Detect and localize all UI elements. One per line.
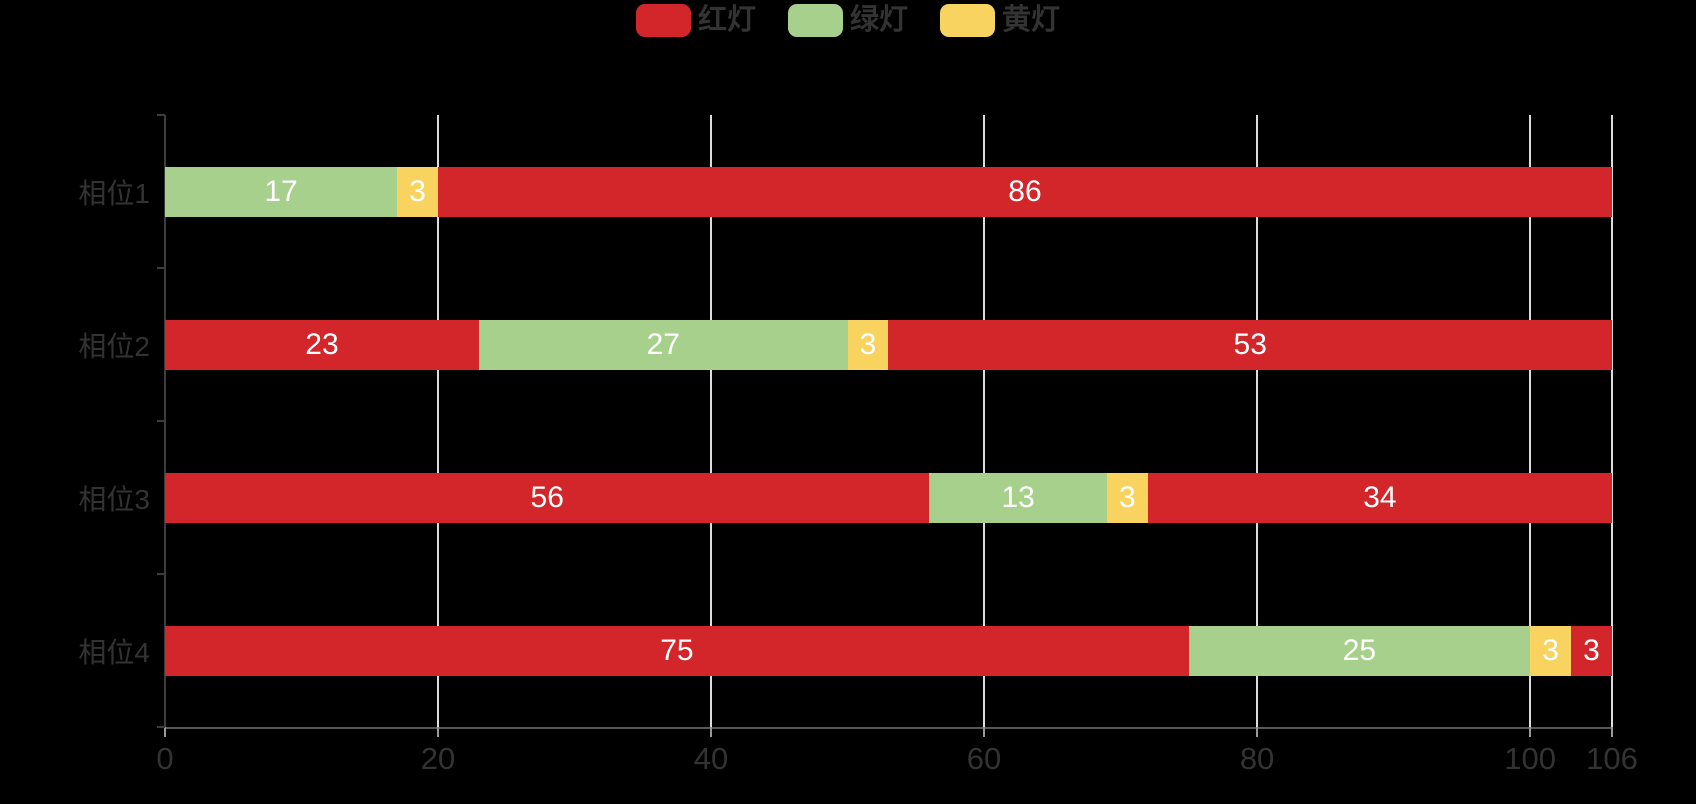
bar-value-label: 17 bbox=[264, 174, 298, 208]
x-tick-mark bbox=[164, 727, 166, 737]
bar-segment-红灯: 34 bbox=[1147, 472, 1612, 523]
bar-segment-红灯: 86 bbox=[438, 166, 1612, 217]
legend-label: 红灯 bbox=[697, 4, 756, 36]
y-tick-mark bbox=[157, 267, 165, 269]
y-axis-line bbox=[164, 115, 166, 727]
bar-value-label: 56 bbox=[530, 480, 564, 514]
bar-value-label: 13 bbox=[1001, 480, 1035, 514]
y-tick-mark bbox=[157, 573, 165, 575]
legend-item-2[interactable]: 绿灯 bbox=[787, 4, 908, 37]
bar-segment-红灯: 23 bbox=[165, 319, 479, 370]
bar-segment-黄灯: 3 bbox=[1530, 625, 1572, 676]
x-tick-mark bbox=[983, 727, 986, 737]
bar-segment-黄灯: 3 bbox=[1106, 472, 1148, 523]
gridline-x-106 bbox=[1611, 115, 1613, 727]
bar-value-label: 3 bbox=[1583, 633, 1600, 667]
x-axis-label-20: 20 bbox=[420, 741, 456, 776]
stacked-bar: 23 27 3 53 bbox=[165, 319, 1612, 370]
bar-segment-黄灯: 3 bbox=[397, 166, 438, 217]
bar-value-label: 3 bbox=[859, 327, 877, 361]
y-tick-mark bbox=[157, 420, 165, 422]
y-tick-mark bbox=[157, 726, 165, 728]
stacked-bar: 75 25 3 3 bbox=[165, 625, 1612, 676]
bar-value-label: 3 bbox=[1119, 480, 1136, 514]
gridline-x-80 bbox=[1256, 115, 1259, 727]
y-axis-label-2: 相位2 bbox=[78, 330, 150, 362]
legend-item-3[interactable]: 黄灯 bbox=[940, 4, 1060, 37]
x-tick-mark bbox=[1529, 727, 1532, 737]
bar-segment-红灯: 53 bbox=[888, 319, 1612, 370]
bar-value-label: 27 bbox=[646, 327, 680, 361]
bar-value-label: 86 bbox=[1008, 174, 1042, 208]
bar-row-相位4: 75 25 3 3 bbox=[165, 574, 1612, 727]
bar-value-label: 23 bbox=[305, 327, 339, 361]
bar-value-label: 75 bbox=[660, 633, 694, 667]
bar-row-相位2: 23 27 3 53 bbox=[165, 268, 1612, 421]
legend: 红灯 绿灯 黄灯 bbox=[0, 4, 1696, 37]
bar-value-label: 3 bbox=[1542, 633, 1559, 667]
bar-segment-黄灯: 3 bbox=[847, 319, 889, 370]
bar-segment-绿灯: 17 bbox=[165, 166, 398, 217]
bar-value-label: 25 bbox=[1342, 633, 1377, 667]
gridline-x-60 bbox=[983, 115, 986, 727]
y-tick-mark bbox=[157, 114, 165, 116]
x-axis-label-40: 40 bbox=[693, 741, 729, 776]
legend-swatch-icon bbox=[635, 4, 691, 37]
legend-label: 绿灯 bbox=[849, 4, 908, 36]
bar-segment-红灯: 75 bbox=[165, 625, 1189, 676]
bar-value-label: 34 bbox=[1363, 480, 1397, 514]
x-axis-line bbox=[164, 727, 1613, 729]
x-axis-label-106: 106 bbox=[1586, 741, 1638, 776]
bar-segment-绿灯: 25 bbox=[1188, 625, 1531, 676]
x-axis-label-60: 60 bbox=[966, 741, 1002, 776]
bar-row-相位3: 56 13 3 34 bbox=[165, 421, 1612, 574]
legend-item-1[interactable]: 红灯 bbox=[635, 4, 756, 37]
stacked-bar: 17 3 86 bbox=[165, 166, 1612, 217]
y-axis-label-1: 相位1 bbox=[78, 177, 150, 209]
bar-value-label: 3 bbox=[409, 174, 426, 208]
x-axis-label-100: 100 bbox=[1504, 741, 1556, 776]
bar-segment-红灯: 3 bbox=[1571, 625, 1612, 676]
y-axis-label-4: 相位4 bbox=[78, 636, 150, 668]
x-axis-label-80: 80 bbox=[1239, 741, 1275, 776]
plot-area: 17 3 86 23 27 3 53 56 13 3 34 75 25 3 3 bbox=[157, 114, 1613, 737]
x-tick-mark bbox=[1256, 727, 1259, 737]
y-axis-label-3: 相位3 bbox=[78, 483, 150, 515]
bar-segment-绿灯: 27 bbox=[478, 319, 848, 370]
x-tick-mark bbox=[1611, 727, 1613, 737]
bar-segment-绿灯: 13 bbox=[929, 472, 1107, 523]
bar-value-label: 53 bbox=[1233, 327, 1267, 361]
bar-segment-红灯: 56 bbox=[165, 472, 930, 523]
legend-swatch-icon bbox=[787, 4, 843, 37]
bar-row-相位1: 17 3 86 bbox=[165, 115, 1612, 268]
stacked-bar: 56 13 3 34 bbox=[165, 472, 1612, 523]
gridline-x-100 bbox=[1529, 115, 1532, 727]
gridline-x-20 bbox=[437, 115, 440, 727]
x-axis-label-0: 0 bbox=[156, 741, 174, 776]
gridline-x-40 bbox=[710, 115, 713, 727]
x-tick-mark bbox=[710, 727, 713, 737]
legend-label: 黄灯 bbox=[1002, 4, 1061, 36]
x-tick-mark bbox=[437, 727, 440, 737]
legend-swatch-icon bbox=[940, 4, 995, 37]
